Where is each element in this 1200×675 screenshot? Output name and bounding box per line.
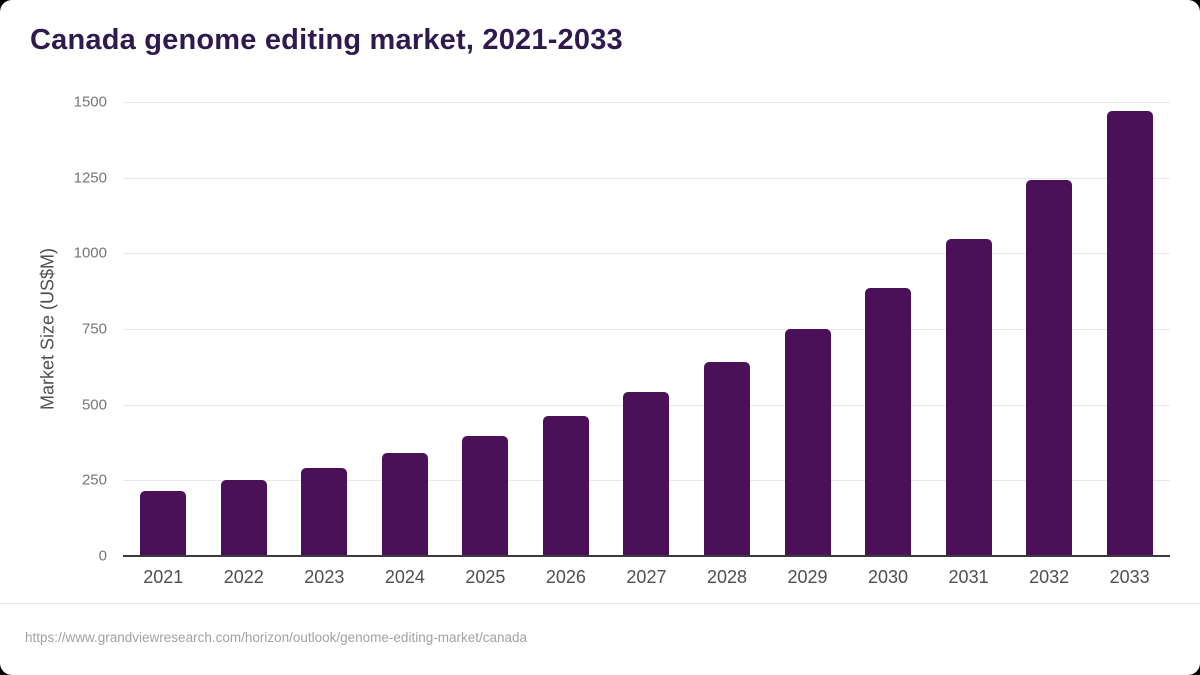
x-axis-line xyxy=(123,555,1170,557)
y-tick-label-1500: 1500 xyxy=(73,93,107,111)
bar-slot-2031 xyxy=(928,102,1009,556)
bars xyxy=(123,102,1170,556)
bar-slot-2025 xyxy=(445,102,526,556)
x-tick-label-2024: 2024 xyxy=(384,567,425,587)
bar-2032 xyxy=(1026,180,1073,556)
y-tick-label-0: 0 xyxy=(98,547,107,565)
bar-2022 xyxy=(220,480,267,556)
bar-slot-2021 xyxy=(123,102,204,556)
y-tick-label-1250: 1250 xyxy=(73,169,107,187)
x-tick-label-2027: 2027 xyxy=(626,567,667,587)
chart-title: Canada genome editing market, 2021-2033 xyxy=(30,24,623,56)
x-axis-labels: 2021 2022 2023 2024 2025 2026 2027 2028 2029 2030… xyxy=(123,567,1170,589)
x-tick-label-2031: 2031 xyxy=(948,567,989,587)
plot-area: 0 250 500 750 1000 1250 1500 xyxy=(74,95,1170,564)
bar-2026 xyxy=(542,416,589,556)
x-tick-label-2026: 2026 xyxy=(545,567,586,587)
bar-slot-2032 xyxy=(1009,102,1090,556)
y-tick-label-500: 500 xyxy=(81,396,107,414)
bar-2028 xyxy=(703,362,750,556)
x-tick-label-2023: 2023 xyxy=(304,567,345,587)
gridline-1500 xyxy=(123,102,1170,103)
gridline-1000 xyxy=(123,253,1170,255)
bar-2030 xyxy=(865,288,912,556)
x-tick-label-2028: 2028 xyxy=(706,567,747,587)
y-tick-label-1000: 1000 xyxy=(73,244,107,262)
y-tick-label-250: 250 xyxy=(81,471,107,489)
x-tick-label-2029: 2029 xyxy=(787,567,828,587)
bar-2023 xyxy=(301,467,348,556)
gridline-750 xyxy=(123,329,1170,330)
x-tick-label-2030: 2030 xyxy=(868,567,909,587)
bar-slot-2029 xyxy=(767,102,848,556)
x-tick-label-2032: 2032 xyxy=(1029,567,1070,587)
bar-slot-2022 xyxy=(204,102,285,556)
bar-slot-2026 xyxy=(526,102,607,556)
bar-2029 xyxy=(784,328,831,556)
x-tick-label-2025: 2025 xyxy=(465,567,506,587)
footer-divider xyxy=(0,603,1200,604)
bar-slot-2033 xyxy=(1089,102,1170,556)
bar-slot-2030 xyxy=(848,102,929,556)
source-url: https://www.grandviewresearch.com/horizo… xyxy=(25,630,528,645)
x-tick-label-2021: 2021 xyxy=(143,567,184,587)
bar-2025 xyxy=(462,436,509,556)
bar-slot-2024 xyxy=(365,102,446,556)
bar-slot-2023 xyxy=(284,102,365,556)
x-tick-label-2033: 2033 xyxy=(1109,567,1150,587)
bar-slot-2028 xyxy=(687,102,768,556)
bar-2021 xyxy=(140,490,187,556)
bar-2031 xyxy=(945,239,992,556)
x-tick-label-2022: 2022 xyxy=(223,567,264,587)
bar-slot-2027 xyxy=(606,102,687,556)
bar-2024 xyxy=(381,453,428,556)
gridline-1250 xyxy=(123,177,1170,179)
y-tick-label-750: 750 xyxy=(81,320,107,338)
bar-2027 xyxy=(623,391,670,556)
bar-2033 xyxy=(1106,111,1153,556)
